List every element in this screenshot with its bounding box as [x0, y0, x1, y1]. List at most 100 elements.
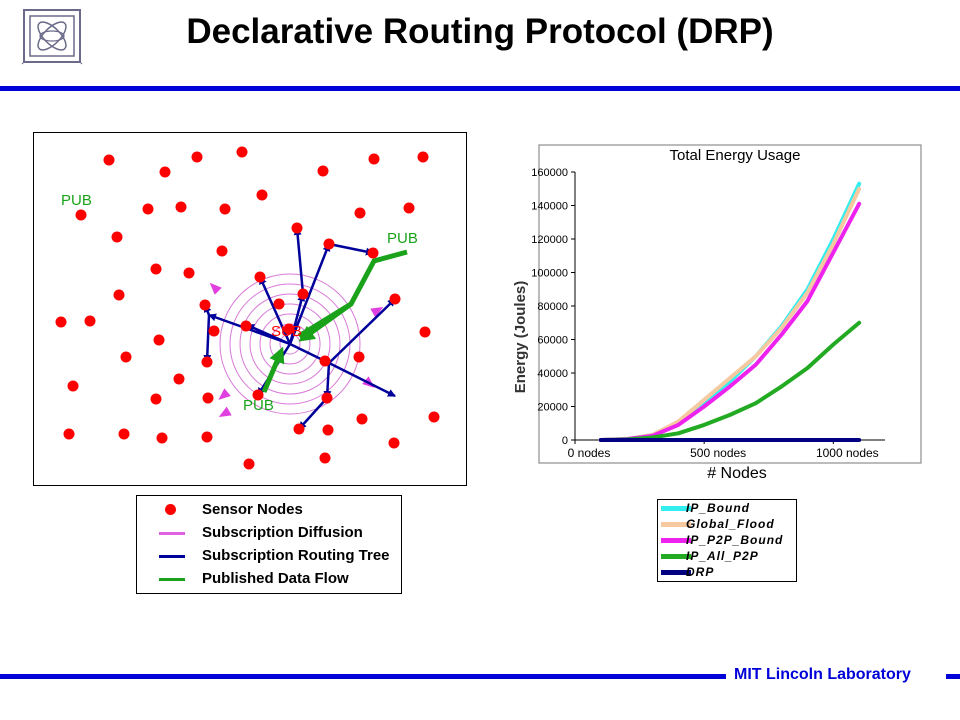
routing-tree-edge — [258, 276, 292, 345]
chart-legend-label: Global_Flood — [686, 517, 775, 531]
sensor-node — [297, 288, 309, 300]
sensor-node — [323, 238, 335, 250]
sensor-network-diagram: PUB PUB PUB SUB — [33, 132, 467, 486]
footer-divider-left — [0, 674, 726, 679]
routing-tree-edge — [246, 323, 291, 346]
chart-series — [598, 181, 862, 442]
header-divider — [0, 86, 960, 91]
chart-legend-label: IP_All_P2P — [686, 549, 759, 563]
sensor-node — [368, 153, 380, 165]
y-tick-label: 40000 — [537, 368, 568, 380]
series-swatch-icon — [661, 554, 691, 559]
chart-legend-label: DRP — [686, 565, 715, 579]
sensor-node — [273, 298, 285, 310]
energy-chart: Total Energy Usage Energy (Joules) # Nod… — [512, 144, 922, 482]
sensor-node — [113, 289, 125, 301]
published-data-flow — [261, 249, 408, 393]
sensor-node — [183, 267, 195, 279]
sensor-node — [419, 326, 431, 338]
footer-divider-right — [946, 674, 960, 679]
series-swatch-icon — [661, 506, 691, 511]
sensor-dot-icon — [165, 504, 176, 515]
sensor-node — [175, 201, 187, 213]
sensor-node — [291, 222, 303, 234]
sensor-node — [319, 452, 331, 464]
sensor-node — [103, 154, 115, 166]
sensor-node — [201, 356, 213, 368]
chart-legend-item-ip-bound: IP_Bound — [658, 501, 796, 515]
sensor-node — [293, 423, 305, 435]
y-tick-label: 100000 — [531, 268, 568, 280]
sensor-node — [156, 432, 168, 444]
chart-title: Total Energy Usage — [670, 147, 801, 164]
routing-tree-edge — [328, 242, 374, 256]
routing-tree-edge — [288, 243, 331, 345]
sensor-node — [202, 392, 214, 404]
x-tick-label: 500 nodes — [690, 446, 746, 460]
series-swatch-icon — [661, 570, 691, 575]
sensor-node — [236, 146, 248, 158]
sensor-node — [150, 393, 162, 405]
x-ticks: 0 nodes 500 nodes 1000 nodes — [568, 440, 879, 460]
sensor-node — [63, 428, 75, 440]
pub-label-bottom: PUB — [243, 397, 274, 414]
footer-label: MIT Lincoln Laboratory — [734, 666, 911, 683]
sensor-node — [417, 151, 429, 163]
sensor-node — [317, 165, 329, 177]
y-tick-label: 20000 — [537, 402, 568, 414]
sensor-node — [199, 299, 211, 311]
diffusion-ring — [259, 313, 321, 375]
sensor-node — [67, 380, 79, 392]
diffusion-line-icon — [159, 532, 185, 535]
sensor-node — [216, 245, 228, 257]
sensor-node — [208, 325, 220, 337]
data-flow-line-icon — [159, 578, 185, 581]
series-swatch-icon — [661, 538, 691, 543]
sensor-node — [55, 316, 67, 328]
sensor-node — [428, 411, 440, 423]
sensor-node — [201, 431, 213, 443]
sensor-node — [321, 392, 333, 404]
legend-item-subscription-diffusion: Subscription Diffusion — [137, 523, 401, 543]
legend-label: Subscription Diffusion — [202, 524, 363, 541]
sensor-node — [354, 207, 366, 219]
legend-item-subscription-routing-tree: Subscription Routing Tree — [137, 546, 401, 566]
page-title: Declarative Routing Protocol (DRP) — [186, 12, 774, 51]
sensor-node — [111, 231, 123, 243]
sub-label: SUB — [271, 323, 302, 340]
chart-x-axis-label: # Nodes — [707, 465, 767, 482]
chart-y-axis-label: Energy (Joules) — [512, 281, 529, 394]
legend-label: Sensor Nodes — [202, 501, 303, 518]
sensor-nodes — [55, 146, 440, 470]
chart-legend-label: IP_P2P_Bound — [686, 533, 784, 547]
sensor-node — [403, 202, 415, 214]
routing-tree-edge — [298, 397, 328, 430]
data-flow-path — [297, 301, 353, 339]
sensor-node — [283, 323, 295, 335]
sensor-node — [322, 424, 334, 436]
series-swatch-icon — [661, 522, 691, 527]
sensor-node — [75, 209, 87, 221]
sensor-node — [118, 428, 130, 440]
routing-tree-edge — [328, 361, 396, 398]
sensor-node — [319, 355, 331, 367]
routing-tree-edge — [323, 362, 332, 399]
data-flow-path — [261, 346, 285, 393]
sensor-node — [150, 263, 162, 275]
tree-line-icon — [159, 555, 185, 558]
sensor-node — [120, 351, 132, 363]
diffusion-ring — [249, 303, 331, 385]
sensor-node — [353, 351, 365, 363]
diffusion-arrowhead — [370, 307, 384, 318]
sensor-node — [356, 413, 368, 425]
sensor-node — [388, 437, 400, 449]
sensor-node — [243, 458, 255, 470]
sensor-node — [153, 334, 165, 346]
diffusion-ring — [219, 273, 361, 415]
x-tick-label: 0 nodes — [568, 446, 611, 460]
diffusion-arrowhead — [218, 406, 232, 417]
sensor-node — [256, 189, 268, 201]
diffusion-arrowhead — [209, 282, 222, 295]
y-tick-label: 140000 — [531, 201, 568, 213]
sensor-node — [142, 203, 154, 215]
